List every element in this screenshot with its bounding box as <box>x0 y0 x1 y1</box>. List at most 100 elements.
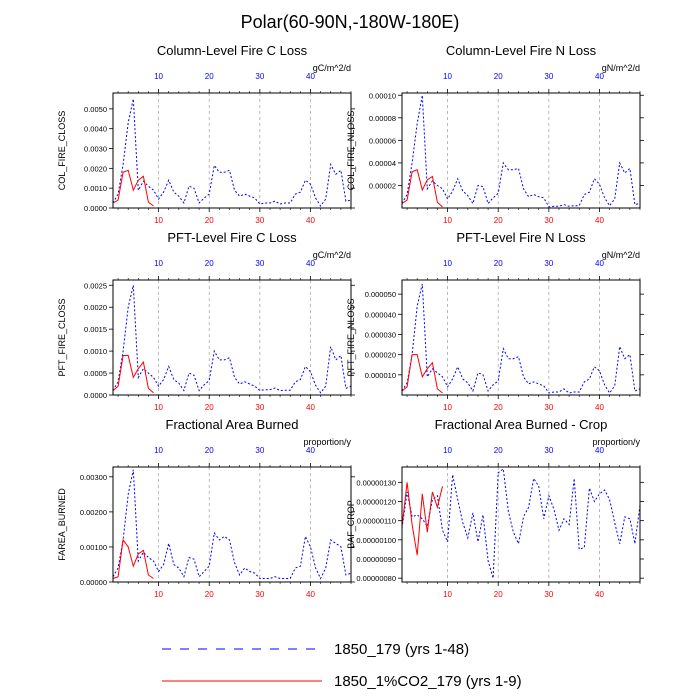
x-tick-label-bottom: 30 <box>255 403 264 412</box>
series-line-1850-1pctco2-179 <box>112 538 154 579</box>
y-tick-label: 0.0000 <box>84 391 107 400</box>
x-tick-label-top: 10 <box>443 446 452 455</box>
units-label: gC/m^2/d <box>313 250 351 260</box>
x-tick-label-bottom: 40 <box>595 590 604 599</box>
x-tick-label-top: 20 <box>494 259 503 268</box>
figure-title: Polar(60-90N,-180W-180E) <box>241 12 460 32</box>
series-line-1850-179 <box>112 469 352 580</box>
x-tick-label-top: 20 <box>494 72 503 81</box>
x-tick-label-bottom: 20 <box>494 216 503 225</box>
y-tick-label: 0.000030 <box>365 330 396 339</box>
panel-title: Fractional Area Burned - Crop <box>435 417 608 432</box>
x-tick-label-bottom: 10 <box>443 590 452 599</box>
y-tick-label: 0.00000110 <box>357 517 396 526</box>
y-axis-label: COL_FIRE_CLOSS <box>57 111 67 191</box>
x-tick-label-top: 20 <box>205 446 214 455</box>
x-tick-label-bottom: 20 <box>494 403 503 412</box>
y-tick-label: 0.00000130 <box>356 478 396 487</box>
panel-title: Fractional Area Burned <box>166 417 299 432</box>
plot-frame <box>112 466 352 583</box>
y-tick-label: 0.00300 <box>80 473 107 482</box>
x-tick-label-bottom: 10 <box>154 590 163 599</box>
x-tick-label-top: 20 <box>205 72 214 81</box>
y-tick-label: 0.0050 <box>84 105 107 114</box>
x-tick-label-bottom: 10 <box>443 216 452 225</box>
chart-panel-6: Fractional Area Burned - Crop proportion/… <box>346 417 644 599</box>
plot-frame <box>401 279 641 396</box>
y-tick-label: 0.00008 <box>369 114 396 123</box>
panel-title: Column-Level Fire N Loss <box>446 43 597 58</box>
panel-title: Column-Level Fire C Loss <box>157 43 308 58</box>
y-tick-label: 0.00010 <box>369 91 396 100</box>
y-tick-label: 0.000010 <box>365 371 396 380</box>
series-line-1850-179 <box>401 467 641 579</box>
y-tick-label: 0.0020 <box>84 164 107 173</box>
chart-panel-1: Column-Level Fire C Loss gC/m^2/d COL_FIRE… <box>57 43 355 225</box>
panel-title: PFT-Level Fire N Loss <box>456 230 586 245</box>
y-tick-label: 0.000040 <box>365 310 396 319</box>
x-tick-label-top: 40 <box>306 446 315 455</box>
y-axis-label: COL_FIRE_NLOSS <box>346 111 356 191</box>
x-tick-label-top: 30 <box>544 259 553 268</box>
x-tick-label-bottom: 30 <box>544 590 553 599</box>
y-tick-label: 0.00100 <box>80 543 107 552</box>
plot-frame <box>112 92 352 209</box>
plot-frame <box>401 466 641 583</box>
x-tick-label-bottom: 30 <box>544 216 553 225</box>
chart-panels: Column-Level Fire C Loss gC/m^2/d COL_FIRE… <box>57 43 644 599</box>
y-tick-label: 0.00002 <box>369 181 396 190</box>
units-label: gN/m^2/d <box>602 250 640 260</box>
x-tick-label-bottom: 20 <box>494 590 503 599</box>
y-tick-label: 0.00006 <box>369 136 396 145</box>
y-tick-label: 0.000020 <box>365 351 396 360</box>
y-tick-label: 0.0010 <box>84 184 107 193</box>
x-tick-label-top: 20 <box>494 446 503 455</box>
x-tick-label-bottom: 10 <box>154 216 163 225</box>
x-tick-label-top: 40 <box>595 446 604 455</box>
series-line-1850-179 <box>112 98 352 207</box>
y-tick-label: 0.00200 <box>80 508 107 517</box>
x-tick-label-top: 10 <box>443 72 452 81</box>
x-tick-label-bottom: 30 <box>255 590 264 599</box>
x-tick-label-top: 10 <box>154 72 163 81</box>
x-tick-label-top: 30 <box>255 72 264 81</box>
x-tick-label-bottom: 20 <box>205 403 214 412</box>
x-tick-label-top: 10 <box>154 446 163 455</box>
legend-label-series1: 1850_179 (yrs 1-48) <box>334 641 469 658</box>
y-tick-label: 0.0030 <box>84 145 107 154</box>
y-tick-label: 0.0010 <box>84 347 107 356</box>
y-tick-label: 0.0020 <box>84 303 107 312</box>
series-line-1850-1pctco2-179 <box>401 482 443 556</box>
y-tick-label: 0.00000 <box>80 578 107 587</box>
series-line-1850-1pctco2-179 <box>112 355 154 394</box>
x-tick-label-top: 30 <box>255 446 264 455</box>
chart-panel-2: Column-Level Fire N Loss gN/m^2/d COL_FIRE… <box>346 43 644 225</box>
y-tick-label: 0.0040 <box>84 125 107 134</box>
y-axis-label: PFT_FIRE_NLOSS <box>346 298 356 376</box>
y-tick-label: 0.00000120 <box>356 498 396 507</box>
x-tick-label-bottom: 30 <box>255 216 264 225</box>
series-line-1850-179 <box>112 285 352 394</box>
x-tick-label-bottom: 40 <box>595 403 604 412</box>
y-tick-label: 0.00000100 <box>356 536 396 545</box>
chart-panel-3: PFT-Level Fire C Loss gC/m^2/d PFT_FIRE_CL… <box>57 230 355 412</box>
x-tick-label-top: 30 <box>255 259 264 268</box>
x-tick-label-top: 40 <box>306 72 315 81</box>
x-tick-label-bottom: 40 <box>306 590 315 599</box>
x-tick-label-bottom: 40 <box>595 216 604 225</box>
y-tick-label: 0.00000080 <box>356 574 396 583</box>
plot-frame <box>112 279 352 396</box>
series-line-1850-1pctco2-179 <box>112 169 154 207</box>
x-tick-label-bottom: 10 <box>154 403 163 412</box>
legend: 1850_179 (yrs 1-48) 1850_1%CO2_179 (yrs … <box>162 641 522 690</box>
y-axis-label: PFT_FIRE_CLOSS <box>57 298 67 376</box>
x-tick-label-top: 40 <box>595 259 604 268</box>
y-tick-label: 0.0005 <box>84 369 107 378</box>
y-tick-label: 0.000050 <box>365 290 396 299</box>
units-label: gC/m^2/d <box>313 63 351 73</box>
y-tick-label: 0.0015 <box>84 325 107 334</box>
x-tick-label-top: 40 <box>595 72 604 81</box>
plot-frame <box>401 92 641 209</box>
units-label: gN/m^2/d <box>602 63 640 73</box>
